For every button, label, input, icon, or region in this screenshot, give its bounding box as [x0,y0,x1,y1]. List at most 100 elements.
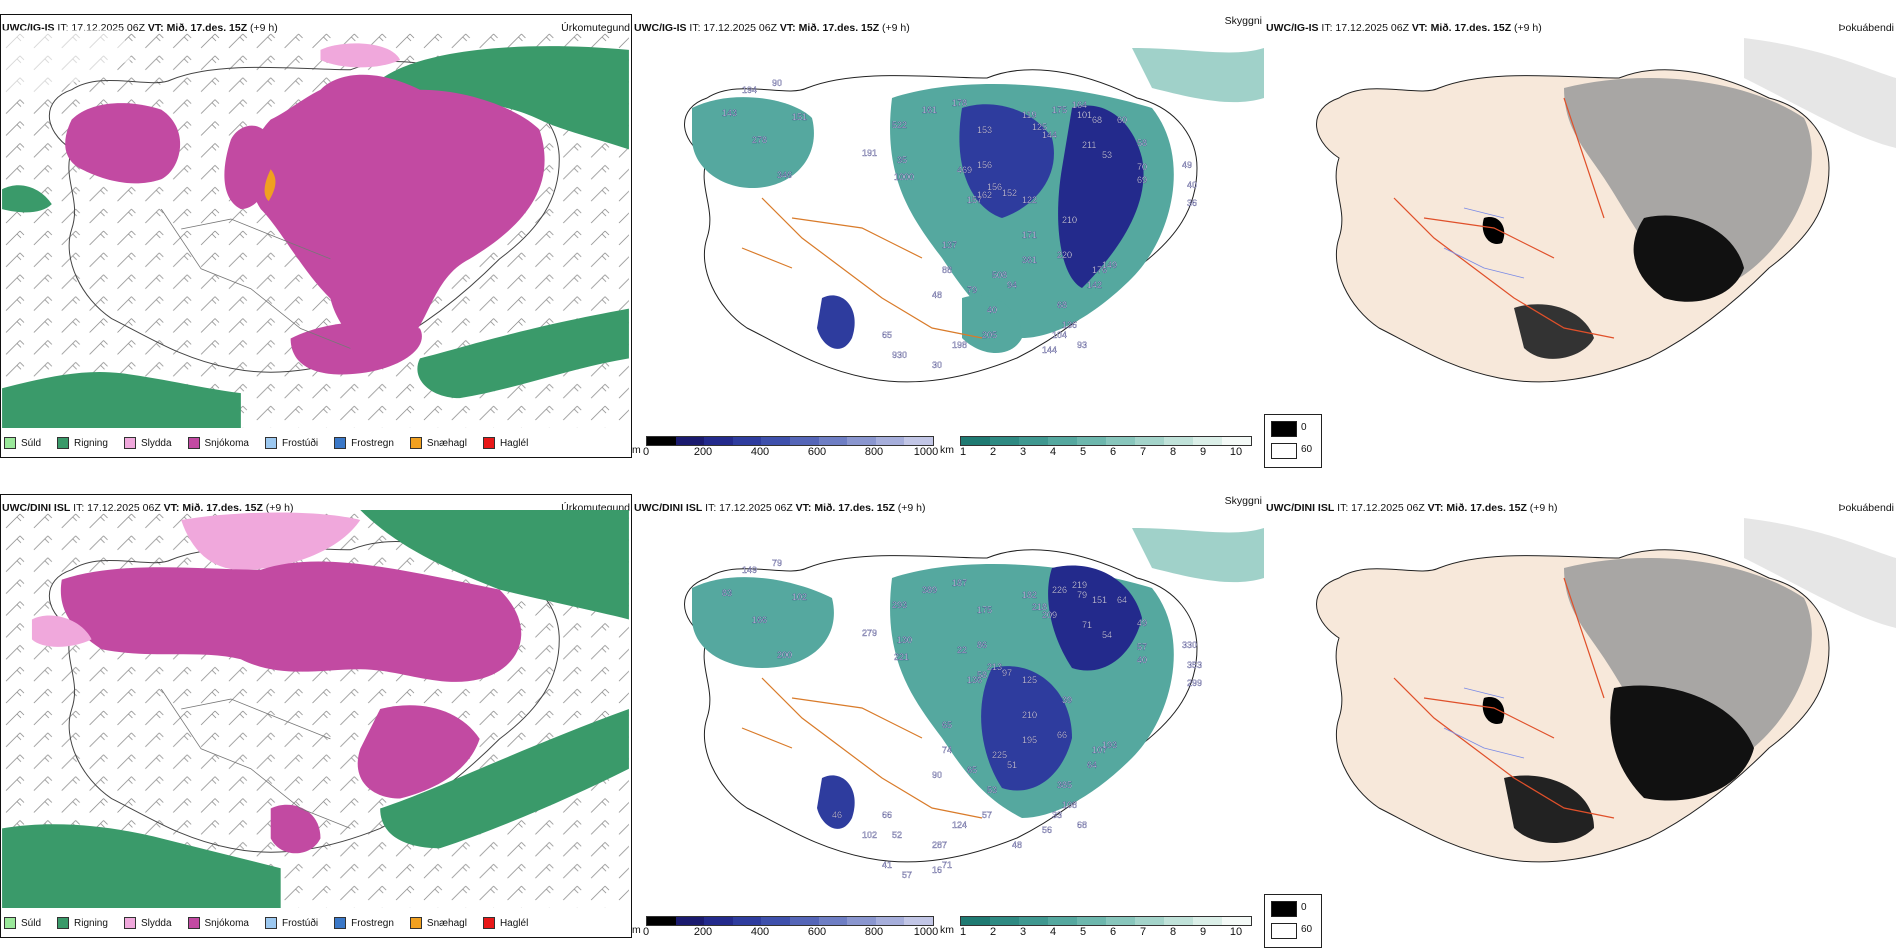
colorbar-swatch [990,917,1019,925]
fog-area-dense-east [1610,685,1754,801]
colorbar-swatches [646,436,934,446]
legend-swatch [4,437,16,449]
snow-area-east [357,705,480,799]
fog-legend-black-swatch [1271,421,1297,437]
colorbar-unit: km [940,444,954,456]
legend-item-sleet: Slydda [123,437,172,449]
legend-item-hail: Haglél [482,917,528,929]
snow-area-south [270,804,321,854]
snow-area-south [290,321,422,375]
fog-legend: 0 60 [1264,414,1322,468]
fog-area-dense-east [1633,215,1744,302]
sleet-area-west [31,615,92,647]
visibility-value-label: 175 [1052,105,1067,115]
visibility-value-label: 200 [777,650,792,660]
visibility-value-label: 66 [882,810,892,820]
visibility-value-label: 79 [967,285,977,295]
visibility-value-label: 153 [977,125,992,135]
visibility-value-label: 176 [1092,265,1107,275]
low-visibility-south [962,295,1022,353]
precip-type-map[interactable] [1,30,630,428]
fog-legend: 0 60 [1264,894,1322,948]
visibility-value-label: 125 [1022,675,1037,685]
visibility-value-label: 74 [942,745,952,755]
visibility-value-label: 65 [967,765,977,775]
legend-label: Frostregn [351,917,394,929]
visibility-value-label: 57 [902,870,912,880]
fog-area-north-east [1564,558,1812,769]
colorbar-swatch [818,437,848,445]
colorbar-swatch [1164,437,1193,445]
visibility-value-label: 194 [742,85,757,95]
visibility-value-label: 65 [942,720,952,730]
visibility-cloud-northeast [1132,48,1264,103]
visibility-value-label: 101 [1077,110,1092,120]
visibility-map[interactable]: 194 90 143 151 278 346 522 191 35 1000 161 178 153 11… [632,38,1264,428]
colorbar-swatch [818,917,848,925]
colorbar-swatches [960,916,1252,926]
legend-item-snow-pellets: Snæhagl [409,917,467,929]
colorbar-swatch [1135,437,1164,445]
legend-item-snow: Snjókoma [187,917,249,929]
colorbar-swatch [904,437,933,445]
visibility-value-label: 930 [892,350,907,360]
visibility-value-label: 299 [1187,678,1202,688]
visibility-value-label: 219 [1072,580,1087,590]
visibility-value-label: 79 [1077,590,1087,600]
visibility-value-label: 166 [752,615,767,625]
colorbar-tick: 8 [1169,926,1177,938]
visibility-value-label: 149 [1102,260,1117,270]
legend-item-snow: Snjókoma [187,437,249,449]
legend-label: Haglél [499,437,529,449]
visibility-value-label: 1000 [894,172,914,182]
fog-indicator-map[interactable] [1264,518,1896,908]
visibility-value-label: 68 [1077,820,1087,830]
visibility-value-label: 48 [1012,840,1022,850]
visibility-value-label: 56 [1042,825,1052,835]
visibility-value-label: 210 [1022,710,1037,720]
colorbar-tick: 2 [989,926,997,938]
colorbar-swatch [1019,437,1048,445]
legend-item-freezing-rain: Frostregn [334,437,394,449]
legend-item-drizzle: Súld [4,917,41,929]
colorbar-swatch [1193,437,1222,445]
precip-type-map[interactable] [1,510,630,908]
panel-title: UWC/IG-IS IT: 17.12.2025 06Z VT: Mið. 17… [1266,22,1542,34]
visibility-value-label: 211 [1082,140,1096,150]
fog-indicator-map[interactable] [1264,38,1896,428]
colorbar-swatch [675,437,705,445]
legend-swatch [123,917,136,929]
legend-label: Frostregn [351,437,394,449]
visibility-map[interactable]: 149 79 83 102 166 200 293 279 130 221 389 187 175 182… [632,518,1264,908]
model-name: UWC/IG-IS [634,22,687,34]
visibility-value-label: 151 [792,112,807,122]
model-name: UWC/IG-IS [1266,22,1319,34]
visibility-value-label: 57 [982,810,992,820]
visibility-value-label: 49 [1182,160,1192,170]
colorbar-swatch [704,437,733,445]
colorbar-tick: 200 [693,446,713,458]
visibility-value-label: 71 [1082,620,1092,630]
legend-swatch [409,437,422,449]
visibility-value-label: 136 [967,675,982,685]
visibility-value-label: 119 [1022,110,1036,120]
visibility-panel: UWC/DINI ISL IT: 17.12.2025 06Z VT: Mið.… [632,490,1264,940]
visibility-value-label: 164 [1072,100,1087,110]
visibility-value-label: 65 [882,330,892,340]
colorbar-tick: 600 [807,446,827,458]
colorbar-tick: 10 [1229,446,1243,458]
visibility-value-label: 52 [892,830,902,840]
visibility-value-label: 137 [942,240,957,250]
legend-item-hail: Haglél [482,437,529,449]
low-ceiling-east [981,666,1072,791]
colorbar-unit: m [632,924,641,936]
visibility-value-label: 144 [1042,345,1057,355]
colorbar-swatch [789,917,819,925]
visibility-value-label: 195 [1022,735,1037,745]
valid-time: Mið. 17.des. 15Z [814,502,895,514]
colorbar-tick: 5 [1079,926,1087,938]
visibility-value-label: 48 [932,290,942,300]
visibility-value-label: 226 [1052,585,1067,595]
visibility-value-label: 162 [977,190,992,200]
visibility-value-label: 156 [977,160,992,170]
